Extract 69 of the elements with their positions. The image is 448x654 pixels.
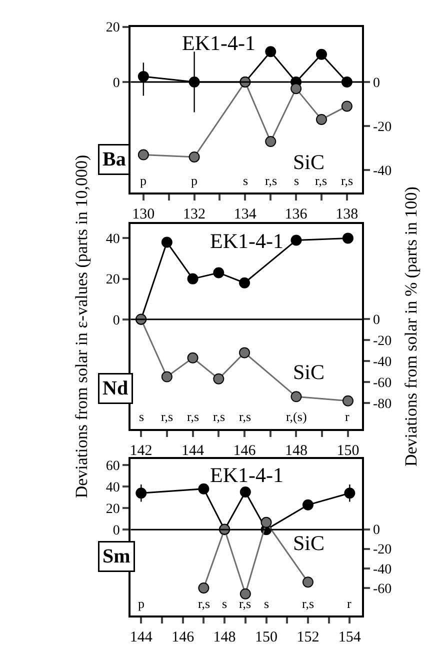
y2-tick-label: -20 [372,542,392,558]
annotation: p [140,173,146,188]
y2-tick-label: -40 [372,354,392,370]
annotation: r,s [315,173,328,188]
annotation: r,s [161,409,174,424]
x-tick-label: 134 [234,206,257,222]
x-tick-label: 146 [233,443,256,460]
y2-tick-label: -40 [372,164,392,180]
x-tick-label: 144 [130,629,153,646]
y2-tick-label: 0 [372,523,380,538]
annotation: s [139,409,144,424]
annotation: r [347,596,352,611]
y-tick-label: 60 [106,459,120,474]
y2-tick-label: -60 [372,582,392,597]
x-tick-label: 138 [336,206,358,222]
x-tick-label: 148 [213,629,236,646]
y2-tick-label: -20 [372,334,392,350]
annotation: r,s [265,173,278,188]
y-axis-title: Deviations from solar in ε-values (parts in 10,000) [72,154,91,498]
annotation: r,(s) [286,409,307,424]
x-tick-label: 152 [296,629,320,646]
y2-axis-title: Deviations from solar in % (parts in 100) [402,186,421,467]
text: Nd [102,378,128,400]
x-tick-label: 150 [336,443,360,460]
y2-tick-label: 0 [372,76,380,91]
annotation: r,s [239,409,252,424]
annotation: s [294,173,300,188]
x-tick-label: 132 [183,206,206,222]
x-tick-label: 144 [182,443,205,460]
y2-tick-label: -20 [372,120,392,135]
annotation: r,s [187,409,200,424]
y-tick-label: 0 [112,523,120,538]
y-tick-label: 0 [112,76,120,91]
annotation: s [264,596,270,611]
x-tick-label: 150 [255,629,278,646]
series-label: SiC [293,360,325,384]
x-tick-label: 142 [130,443,152,460]
x-tick-label: 148 [284,443,308,460]
series-label: EK1-4-1 [210,229,284,253]
y2-tick-label: -80 [372,396,392,412]
annotation: r [345,409,350,424]
x-tick-label: 136 [284,206,308,222]
y-tick-label: 20 [106,272,120,288]
y2-tick-label: 0 [372,313,380,328]
y-tick-label: 20 [106,20,120,36]
series-label: EK1-4-1 [210,463,284,487]
series-label: SiC [293,150,325,174]
annotation: r,s [198,596,210,611]
x-tick-label: 146 [172,629,195,646]
y-tick-label: 40 [106,480,120,496]
y-tick-label: 0 [112,313,120,328]
annotation: p [138,596,144,611]
series-label: SiC [293,531,325,555]
annotation: s [243,173,248,188]
text: Sm [102,546,131,568]
x-tick-label: 130 [132,206,155,222]
annotation: s [222,596,228,611]
y2-tick-label: -40 [372,562,392,578]
x-tick-label: 154 [338,629,362,646]
y2-tick-label: -60 [372,376,392,391]
text: Ba [102,148,126,170]
y-tick-label: 20 [106,502,120,518]
series-label: EK1-4-1 [182,31,256,55]
annotation: r,s [239,596,252,611]
annotation: r,s [341,173,354,188]
y-tick-label: 40 [106,232,120,248]
annotation: r,s [302,596,314,611]
annotation: r,s [213,409,226,424]
annotation: p [191,173,198,188]
